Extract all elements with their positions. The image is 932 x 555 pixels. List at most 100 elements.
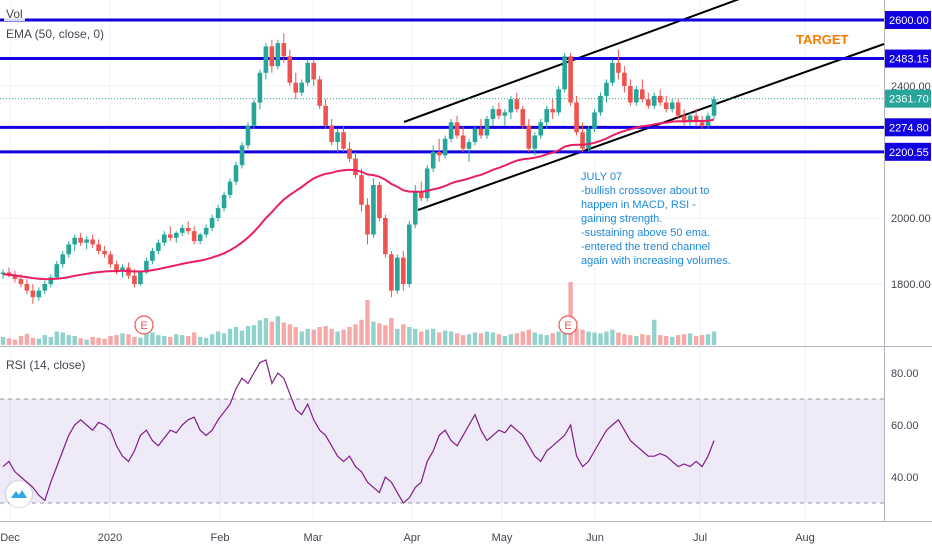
volume-bar [669,336,675,345]
candle-body [114,264,119,271]
candle-body [526,125,532,149]
volume-bar [215,331,221,345]
candle-body [108,254,113,265]
volume-bar [544,335,549,345]
time-tick-label: Feb [211,532,230,544]
ema-indicator-label[interactable]: EMA (50, close, 0) [4,27,107,41]
volume-bar [180,335,185,345]
volume-bar [102,338,107,345]
level-price-tag: 2274.80 [885,118,931,137]
volume-bar [269,321,275,345]
candle-body [514,99,520,110]
volume-bar [514,333,520,345]
candle-body [681,115,687,123]
candle-body [173,232,179,238]
candle-body [90,239,95,245]
volume-bar [221,333,227,345]
candle-body [359,175,364,205]
volume-bar [197,336,203,345]
volume-series [0,282,717,345]
candle-body [598,95,603,113]
candle-body [538,122,544,136]
candle-body [634,89,639,103]
volume-bar [425,329,430,345]
candle-body [442,138,448,156]
time-tick-label: May [492,532,513,544]
volume-bar [604,331,609,345]
volume-bar [227,328,233,345]
volume-bar [287,324,292,345]
volume-bar [496,334,502,345]
candle-body [586,128,591,149]
volume-bar [42,335,48,345]
volume-bar [622,334,627,345]
volume-bar [150,332,155,345]
rsi-indicator-label[interactable]: RSI (14, close) [4,358,88,372]
candle-body [191,231,197,242]
volume-bar [323,326,328,345]
tradingview-logo[interactable] [6,481,32,507]
candle-body [562,56,567,90]
volume-bar [317,327,322,345]
candle-body [317,79,322,106]
volume-bar [156,335,161,345]
candle-body [227,181,233,195]
volume-bar [580,329,585,345]
earnings-marker: E [134,315,154,335]
volume-bar [341,329,346,345]
time-tick-label: Apr [403,532,420,544]
earnings-marker: E [558,315,578,335]
candle-body [48,277,54,284]
volume-bar [186,336,191,345]
volume-bar [0,336,6,345]
volume-bar [66,335,71,345]
candle-body [448,122,454,139]
candle-body [556,89,561,113]
candle-body [472,128,478,143]
volume-bar [120,333,125,345]
candle-body [42,284,48,291]
volume-bar [574,328,579,345]
candle-body [24,284,30,291]
level-price-tag: 2200.55 [885,142,931,161]
volume-bar [646,335,651,345]
volume-bar [299,331,304,345]
candle-body [245,125,251,146]
candle-body [197,234,203,242]
volume-bar [239,330,245,345]
candle-body [102,251,107,255]
volume-bar [24,333,30,345]
volume-bar [78,338,83,345]
level-price-tag-text: 2600.00 [889,15,929,27]
volume-bar [30,337,36,345]
volume-bar [48,336,53,345]
candle-body [466,142,472,149]
volume-bar [687,333,693,345]
level-price-tag-text: 2200.55 [889,147,929,159]
volume-bar [96,337,101,345]
candle-body [275,43,281,67]
volume-bar [430,328,436,345]
candle-body [293,82,299,93]
level-price-tag: 2483.15 [885,49,931,68]
candle-body [353,158,358,176]
vol-indicator-label[interactable]: Vol [4,7,25,21]
candle-body [377,185,382,218]
volume-bar [436,332,442,345]
candle-body [502,112,508,116]
volume-bar [245,326,251,345]
volume-bar [36,338,42,345]
volume-bar [705,334,711,345]
candle-body [604,82,609,96]
volume-bar [138,337,143,345]
candle-body [263,46,269,73]
volume-bar [401,324,406,345]
volume-bar [371,321,376,345]
volume-bar [114,335,119,345]
candle-body [120,267,125,271]
volume-bar [478,333,484,345]
candle-body [12,275,18,280]
